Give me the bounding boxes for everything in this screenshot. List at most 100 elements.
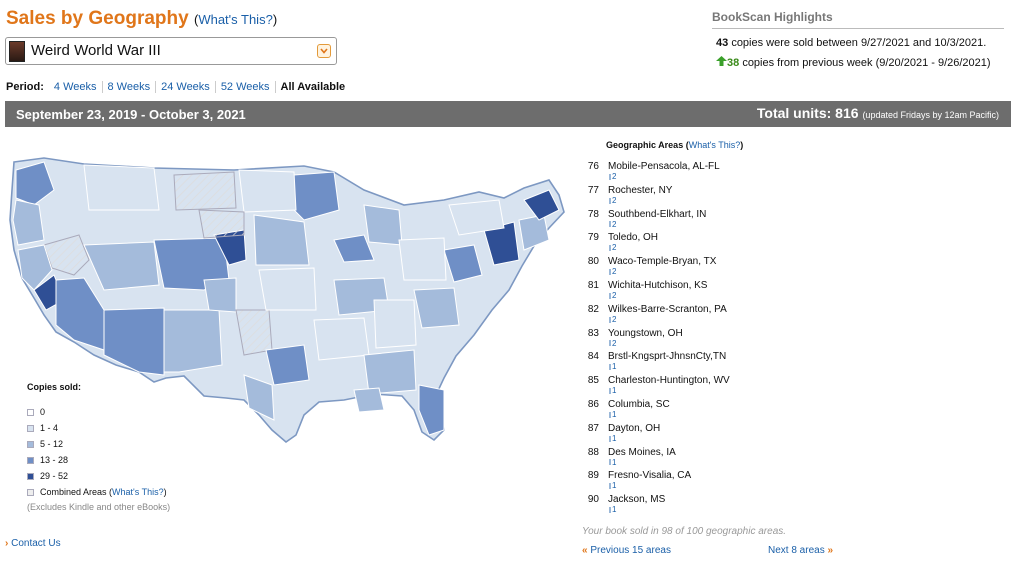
geo-area-name: Waco-Temple-Bryan, TX: [608, 256, 717, 268]
chevron-down-icon[interactable]: [317, 44, 331, 58]
total-units: Total units: 816 (updated Fridays by 12a…: [757, 105, 999, 121]
map-regions: [12, 161, 560, 436]
highlights-week-change: 38 copies from previous week (9/20/2021 …: [716, 56, 991, 69]
combined-whats-this-link[interactable]: What's This?: [112, 487, 164, 497]
whats-this-link[interactable]: What's This?: [198, 12, 273, 27]
geo-area-count: 1: [609, 434, 616, 443]
geo-area-count: 1: [609, 362, 616, 371]
geo-area-rank: 76: [587, 161, 599, 172]
count-bar-icon: [609, 388, 611, 395]
geo-area-name: Rochester, NY: [608, 184, 673, 196]
geo-area-count: 2: [609, 339, 616, 348]
geo-area-rank: 90: [587, 494, 599, 506]
geo-area-count-value: 2: [612, 267, 617, 277]
summary-band: September 23, 2019 - October 3, 2021 Tot…: [5, 101, 1011, 127]
legend-item: 0: [27, 404, 170, 420]
geo-area-name: Charleston-Huntington, WV: [608, 375, 730, 387]
book-selector[interactable]: Weird World War III: [5, 37, 337, 65]
legend-swatch: [27, 440, 34, 448]
legend-swatch: [27, 408, 34, 416]
double-chevron-right-icon: »: [827, 545, 834, 556]
geo-area-rank: 80: [587, 256, 599, 268]
legend-label: 0: [40, 407, 46, 417]
geo-area-count: 1: [609, 481, 616, 490]
date-range: September 23, 2019 - October 3, 2021: [16, 107, 246, 122]
geo-area-count: 1: [609, 458, 616, 467]
period-all-available[interactable]: All Available: [280, 81, 346, 93]
sold-in-areas-note: Your book sold in 98 of 100 geographic a…: [582, 526, 787, 537]
count-bar-icon: [609, 197, 611, 204]
count-bar-icon: [609, 221, 611, 228]
geo-area-count-value: 1: [612, 386, 617, 396]
book-cover-thumbnail: [9, 41, 25, 62]
geo-area-count-value: 2: [612, 172, 617, 181]
geo-area-count: 2: [609, 315, 616, 324]
legend-item: 29 - 52: [27, 468, 170, 484]
contact-us-link[interactable]: › Contact Us: [5, 538, 61, 549]
count-bar-icon: [609, 507, 611, 514]
geo-area-count: 2: [609, 243, 616, 252]
up-arrow-icon: [716, 56, 727, 69]
previous-areas-link[interactable]: « Previous 15 areas: [582, 545, 671, 556]
legend-item: 1 - 4: [27, 420, 170, 436]
geo-area-rank: 83: [587, 327, 599, 339]
legend-label: 5 - 12: [40, 439, 64, 449]
geo-area-rank: 86: [587, 399, 599, 410]
period-24-weeks[interactable]: 24 Weeks: [156, 81, 216, 93]
legend-item: 13 - 28: [27, 452, 170, 468]
geo-areas-title-text: Geographic Areas: [606, 140, 684, 150]
count-bar-icon: [609, 316, 611, 323]
period-selector: Period: 4 Weeks 8 Weeks 24 Weeks 52 Week…: [6, 81, 350, 93]
count-bar-icon: [609, 483, 611, 490]
geo-area-rank: 81: [587, 280, 599, 291]
count-bar-icon: [609, 269, 611, 276]
legend-label: 29 - 52: [40, 471, 69, 481]
contact-us-label: Contact Us: [11, 538, 61, 549]
geo-area-count: 2: [609, 196, 616, 205]
count-bar-icon: [609, 292, 611, 299]
geo-area-count: 1: [609, 410, 616, 419]
week-change-text: copies from previous week (9/20/2021 - 9…: [742, 57, 991, 69]
geo-area-rank: 85: [587, 375, 599, 387]
count-bar-icon: [609, 173, 611, 180]
geo-whats-this-link[interactable]: What's This?: [688, 140, 741, 150]
us-sales-map[interactable]: [4, 150, 574, 470]
count-bar-icon: [609, 411, 611, 418]
geo-area-count-value: 1: [612, 457, 617, 467]
week-sales-text: copies were sold between 9/27/2021 and 1…: [731, 37, 987, 49]
page-title: Sales by Geography (What's This?): [6, 8, 277, 30]
geo-area-name: Dayton, OH: [608, 422, 661, 434]
count-bar-icon: [609, 459, 611, 466]
geo-area-count-value: 2: [612, 314, 617, 324]
geo-area-count: 2: [609, 291, 616, 300]
page-title-text: Sales by Geography: [6, 8, 189, 29]
next-areas-link[interactable]: Next 8 areas »: [768, 545, 833, 556]
geo-area-name: Wichita-Hutchison, KS: [608, 280, 708, 291]
geo-area-rank: 78: [587, 208, 599, 220]
legend-swatch: [27, 456, 34, 464]
geo-area-count: 1: [609, 505, 616, 514]
geo-area-count-value: 1: [612, 481, 617, 491]
geo-area-rank: 88: [587, 446, 599, 458]
highlights-week-sales: 43 copies were sold between 9/27/2021 an…: [716, 37, 986, 49]
geo-area-name: Youngstown, OH: [608, 327, 683, 339]
geo-area-rank: 89: [587, 470, 599, 482]
period-4-weeks[interactable]: 4 Weeks: [49, 81, 103, 93]
geo-area-count-value: 2: [612, 291, 617, 300]
geo-area-name: Toledo, OH: [608, 232, 659, 244]
period-52-weeks[interactable]: 52 Weeks: [216, 81, 276, 93]
geo-area-count-value: 1: [612, 433, 617, 443]
geo-area-count-value: 1: [612, 362, 617, 372]
whats-this-wrapper: (What's This?): [193, 12, 278, 27]
geo-area-count: 2: [609, 267, 616, 276]
bookscan-highlights: BookScan Highlights 43 copies were sold …: [712, 10, 1004, 69]
geo-area-count-value: 1: [612, 410, 617, 419]
total-units-note: (updated Fridays by 12am Pacific): [862, 110, 999, 120]
count-bar-icon: [609, 340, 611, 347]
geo-area-count-value: 1: [612, 505, 617, 515]
previous-areas-label: Previous 15 areas: [590, 545, 671, 556]
legend-swatch-hatched: [27, 488, 34, 496]
geo-area-rank: 79: [587, 232, 599, 244]
legend-title: Copies sold:: [27, 382, 82, 392]
period-8-weeks[interactable]: 8 Weeks: [103, 81, 157, 93]
